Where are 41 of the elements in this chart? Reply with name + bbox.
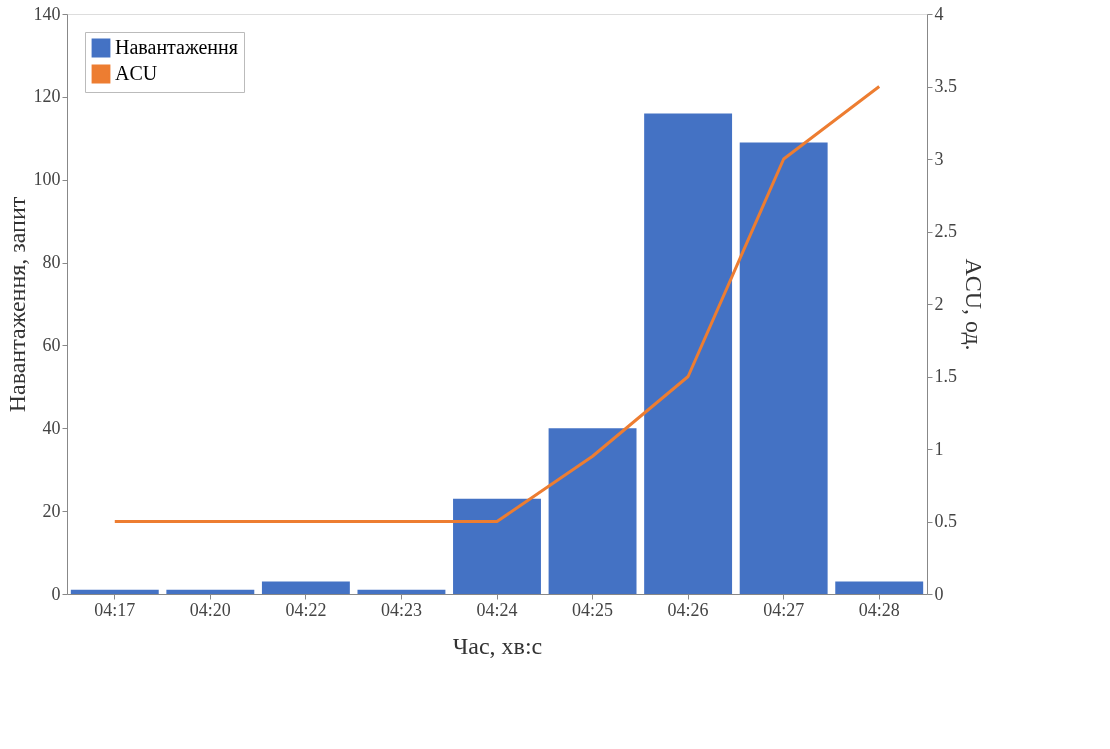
y-tick-label: 40 [42, 417, 61, 438]
y2-tick-label: 3.5 [934, 76, 957, 96]
y-tick-label: 120 [33, 86, 61, 107]
x-tick-label: 04:23 [380, 599, 422, 620]
x-tick-label: 04:17 [94, 599, 136, 620]
bar [739, 142, 828, 594]
y-tick-label: 100 [33, 169, 61, 190]
y2-tick-label: 0 [934, 583, 944, 604]
y-tick-label: 60 [42, 334, 61, 355]
bar [166, 589, 255, 594]
bar [548, 428, 637, 594]
y2-axis-title: ACU, од. [961, 258, 987, 351]
bar [453, 498, 541, 594]
y-tick-label: 20 [42, 500, 61, 521]
bar [70, 589, 159, 594]
y2-tick-label: 4 [934, 3, 944, 24]
bar [357, 589, 446, 594]
x-tick-label: 04:26 [667, 599, 709, 620]
x-tick-label: 04:22 [285, 599, 327, 620]
x-tick-label: 04:25 [572, 599, 614, 620]
line-series [113, 85, 881, 523]
y-tick-label: 0 [51, 583, 61, 604]
y2-tick-label: 2.5 [934, 221, 957, 241]
y2-tick-label: 2 [934, 293, 944, 314]
y-tick-label: 80 [42, 252, 61, 273]
bar [261, 581, 350, 594]
x-axis-title: Час, хв:с [452, 632, 543, 659]
y2-tick-label: 1.5 [934, 366, 957, 386]
x-tick-label: 04:24 [476, 599, 518, 620]
x-tick-label: 04:20 [189, 599, 231, 620]
bar [644, 113, 733, 594]
legend-label: ACU [115, 62, 158, 84]
y2-tick-label: 0.5 [934, 511, 957, 531]
y-axis-title: Навантаження, запит [3, 196, 30, 413]
bar [835, 581, 924, 594]
y2-tick-label: 1 [934, 438, 944, 459]
y-tick-label: 140 [33, 3, 61, 24]
y2-tick-label: 3 [934, 148, 944, 169]
x-tick-label: 04:27 [763, 599, 805, 620]
x-tick-label: 04:28 [858, 599, 900, 620]
legend-label: Навантаження [115, 36, 238, 58]
